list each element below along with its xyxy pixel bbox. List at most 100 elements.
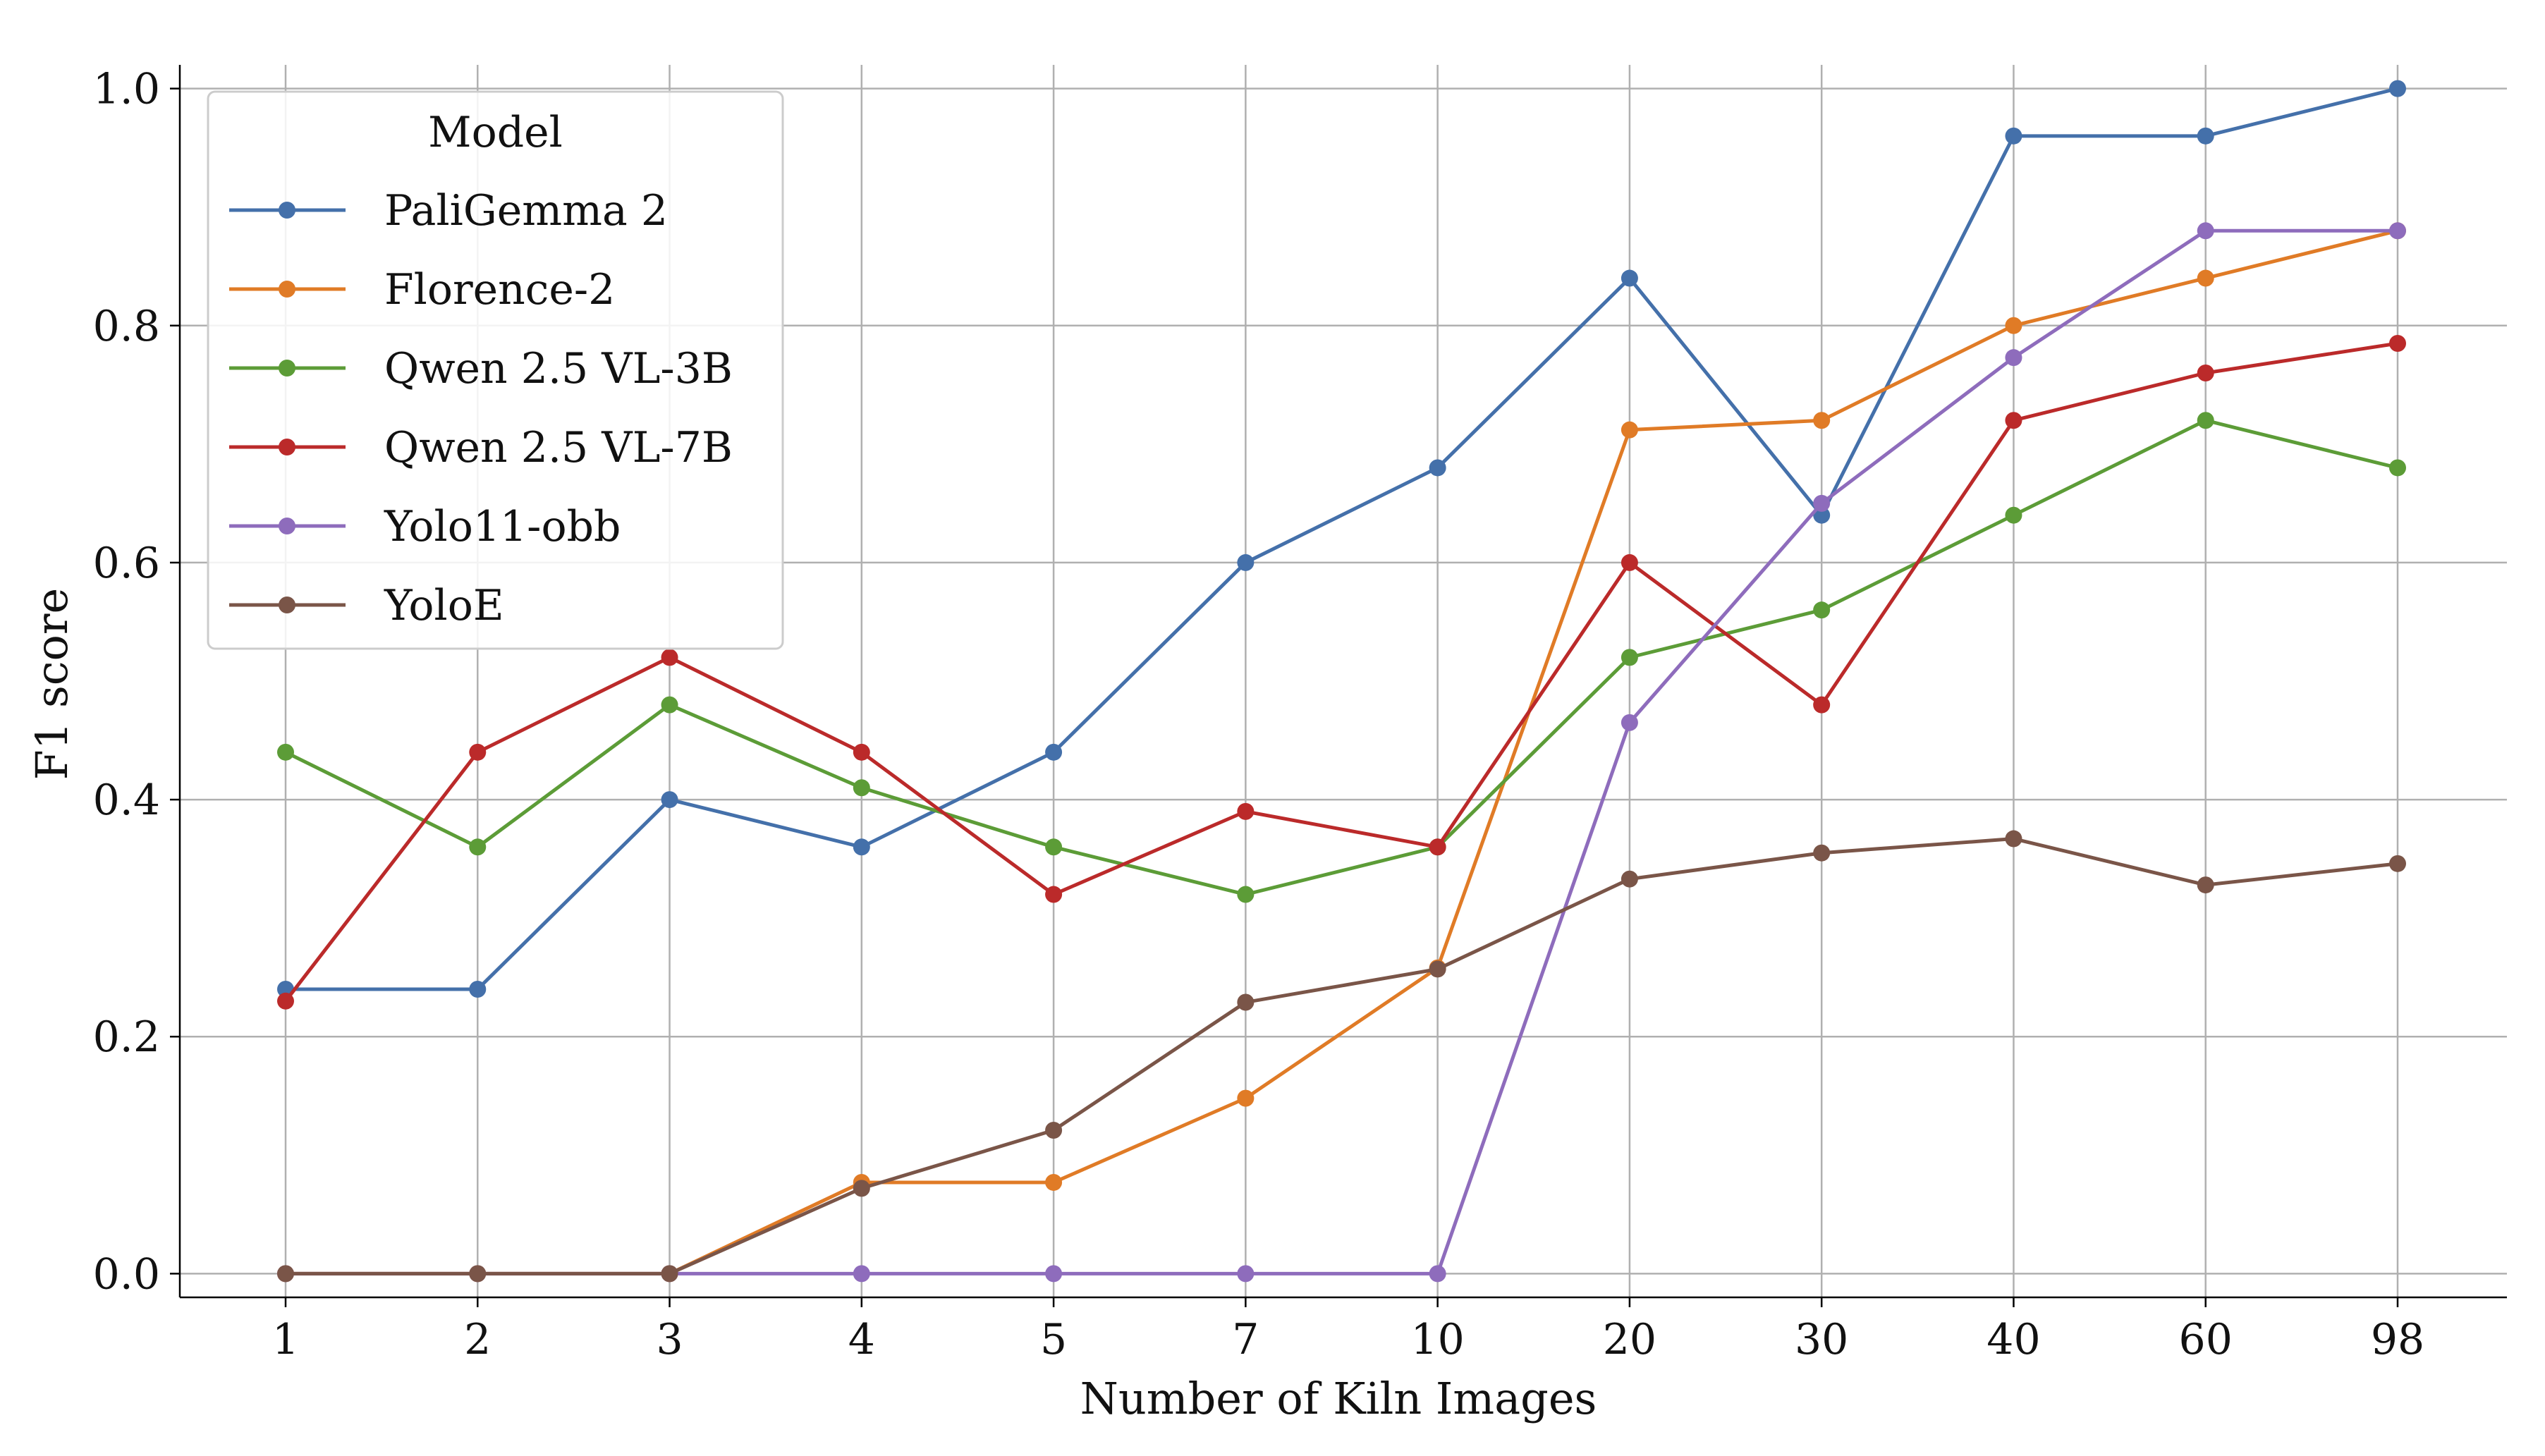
series-yoloe — [277, 830, 2406, 1283]
data-point-yoloe — [661, 1265, 678, 1283]
data-point-paligemma-2 — [661, 791, 678, 809]
data-point-qwen-2-5-vl-3b — [853, 779, 870, 797]
data-point-qwen-2-5-vl-7b — [1621, 553, 1638, 571]
data-point-yoloe — [277, 1265, 294, 1283]
x-tick-label: 98 — [2371, 1315, 2424, 1364]
data-point-qwen-2-5-vl-7b — [853, 743, 870, 761]
legend-swatch-marker — [279, 518, 295, 534]
data-point-yoloe — [1237, 993, 1255, 1011]
series-line-yoloe — [286, 837, 2398, 1275]
data-point-qwen-2-5-vl-7b — [1429, 838, 1446, 856]
x-tick-label: 20 — [1603, 1315, 1656, 1364]
y-tick-label: 0.6 — [93, 539, 160, 588]
data-point-paligemma-2 — [1237, 553, 1255, 571]
data-point-yolo11-obb — [853, 1265, 870, 1283]
series-qwen-2-5-vl-3b — [277, 412, 2406, 903]
data-point-qwen-2-5-vl-7b — [277, 992, 294, 1010]
data-point-yolo11-obb — [1237, 1265, 1255, 1283]
data-point-yolo11-obb — [2197, 222, 2214, 240]
legend-label: Qwen 2.5 VL-7B — [384, 423, 733, 472]
data-point-yoloe — [2005, 830, 2022, 848]
y-tick-label: 0.2 — [93, 1013, 160, 1062]
x-tick-label: 4 — [848, 1315, 875, 1364]
x-tick-label: 3 — [656, 1315, 683, 1364]
data-point-yoloe — [2389, 855, 2406, 872]
data-point-yoloe — [853, 1180, 870, 1197]
data-point-qwen-2-5-vl-7b — [2005, 412, 2022, 429]
data-point-qwen-2-5-vl-7b — [1813, 696, 1831, 714]
data-point-qwen-2-5-vl-3b — [469, 838, 487, 856]
legend-label: YoloE — [384, 581, 504, 630]
data-point-qwen-2-5-vl-3b — [1045, 838, 1063, 856]
legend-box — [207, 90, 784, 650]
data-point-yoloe — [2197, 876, 2214, 894]
data-point-paligemma-2 — [1045, 743, 1063, 761]
data-point-florence-2 — [2005, 317, 2022, 334]
data-point-florence-2 — [1045, 1173, 1063, 1191]
legend-swatch-marker — [279, 281, 295, 298]
series-paligemma-2 — [277, 80, 2406, 998]
data-point-yolo11-obb — [1621, 714, 1638, 731]
legend-label: Yolo11-obb — [384, 502, 621, 551]
data-point-qwen-2-5-vl-7b — [2389, 334, 2406, 352]
y-tick-label: 0.8 — [93, 302, 160, 351]
data-point-yoloe — [1429, 960, 1446, 978]
data-point-yolo11-obb — [1429, 1265, 1446, 1283]
legend-item-yolo11-obb: Yolo11-obb — [229, 502, 621, 551]
x-tick-label: 30 — [1795, 1315, 1848, 1364]
x-tick-label: 2 — [464, 1315, 491, 1364]
legend-item-qwen-2-5-vl-3b: Qwen 2.5 VL-3B — [229, 344, 733, 393]
data-point-paligemma-2 — [1813, 506, 1831, 524]
data-point-florence-2 — [1813, 412, 1831, 429]
axes — [178, 65, 2507, 1299]
data-point-qwen-2-5-vl-3b — [2389, 459, 2406, 477]
data-point-yoloe — [1813, 844, 1831, 862]
data-point-yoloe — [469, 1265, 487, 1283]
data-point-paligemma-2 — [2389, 80, 2406, 97]
ticks: 1 2 3 4 5 7 10 20 30 40 60 98 0.0 0.2 0.4 0.6 0.8 1.0 — [93, 65, 2425, 1364]
data-point-florence-2 — [1237, 1089, 1255, 1107]
y-tick-label: 1.0 — [93, 65, 160, 114]
data-point-qwen-2-5-vl-7b — [1045, 886, 1063, 903]
data-point-paligemma-2 — [469, 981, 487, 998]
data-point-qwen-2-5-vl-3b — [1813, 601, 1831, 619]
x-tick-label: 1 — [272, 1315, 299, 1364]
legend-swatch-marker — [279, 597, 295, 613]
data-point-yoloe — [1045, 1122, 1063, 1139]
data-point-paligemma-2 — [2197, 127, 2214, 145]
data-point-qwen-2-5-vl-7b — [1237, 802, 1255, 820]
data-point-qwen-2-5-vl-7b — [661, 649, 678, 666]
data-point-qwen-2-5-vl-3b — [661, 696, 678, 714]
legend-label: Qwen 2.5 VL-3B — [384, 344, 733, 393]
data-point-qwen-2-5-vl-3b — [2005, 506, 2022, 524]
data-point-paligemma-2 — [1621, 269, 1638, 287]
x-tick-label: 7 — [1232, 1315, 1259, 1364]
legend-item-florence-2: Florence-2 — [229, 265, 615, 314]
data-point-yolo11-obb — [2005, 349, 2022, 367]
data-point-qwen-2-5-vl-7b — [469, 743, 487, 761]
legend-label: Florence-2 — [384, 265, 615, 314]
data-point-qwen-2-5-vl-3b — [1621, 649, 1638, 666]
data-point-qwen-2-5-vl-3b — [1237, 886, 1255, 903]
legend-title: Model — [428, 108, 563, 157]
data-point-paligemma-2 — [853, 838, 870, 856]
data-point-paligemma-2 — [1429, 459, 1446, 477]
legend-label: PaliGemma 2 — [384, 186, 668, 235]
series-line-paligemma-2 — [286, 87, 2398, 991]
data-point-florence-2 — [2197, 269, 2214, 287]
legend-item-paligemma-2: PaliGemma 2 — [229, 186, 668, 235]
x-tick-label: 5 — [1040, 1315, 1067, 1364]
data-point-yoloe — [1621, 870, 1638, 888]
y-axis-label: F1 score — [26, 588, 78, 780]
data-point-qwen-2-5-vl-7b — [2197, 365, 2214, 381]
data-point-qwen-2-5-vl-3b — [2197, 412, 2214, 429]
data-point-qwen-2-5-vl-3b — [277, 743, 294, 761]
data-point-yolo11-obb — [1045, 1265, 1063, 1283]
legend-swatch-marker — [279, 439, 295, 455]
x-axis-label: Number of Kiln Images — [1080, 1373, 1597, 1424]
data-point-paligemma-2 — [2005, 127, 2022, 145]
x-tick-label: 10 — [1410, 1315, 1464, 1364]
legend: Model PaliGemma 2 Florence-2 Qwen 2.5 VL-3B… — [207, 90, 784, 650]
series-group — [277, 80, 2406, 1283]
